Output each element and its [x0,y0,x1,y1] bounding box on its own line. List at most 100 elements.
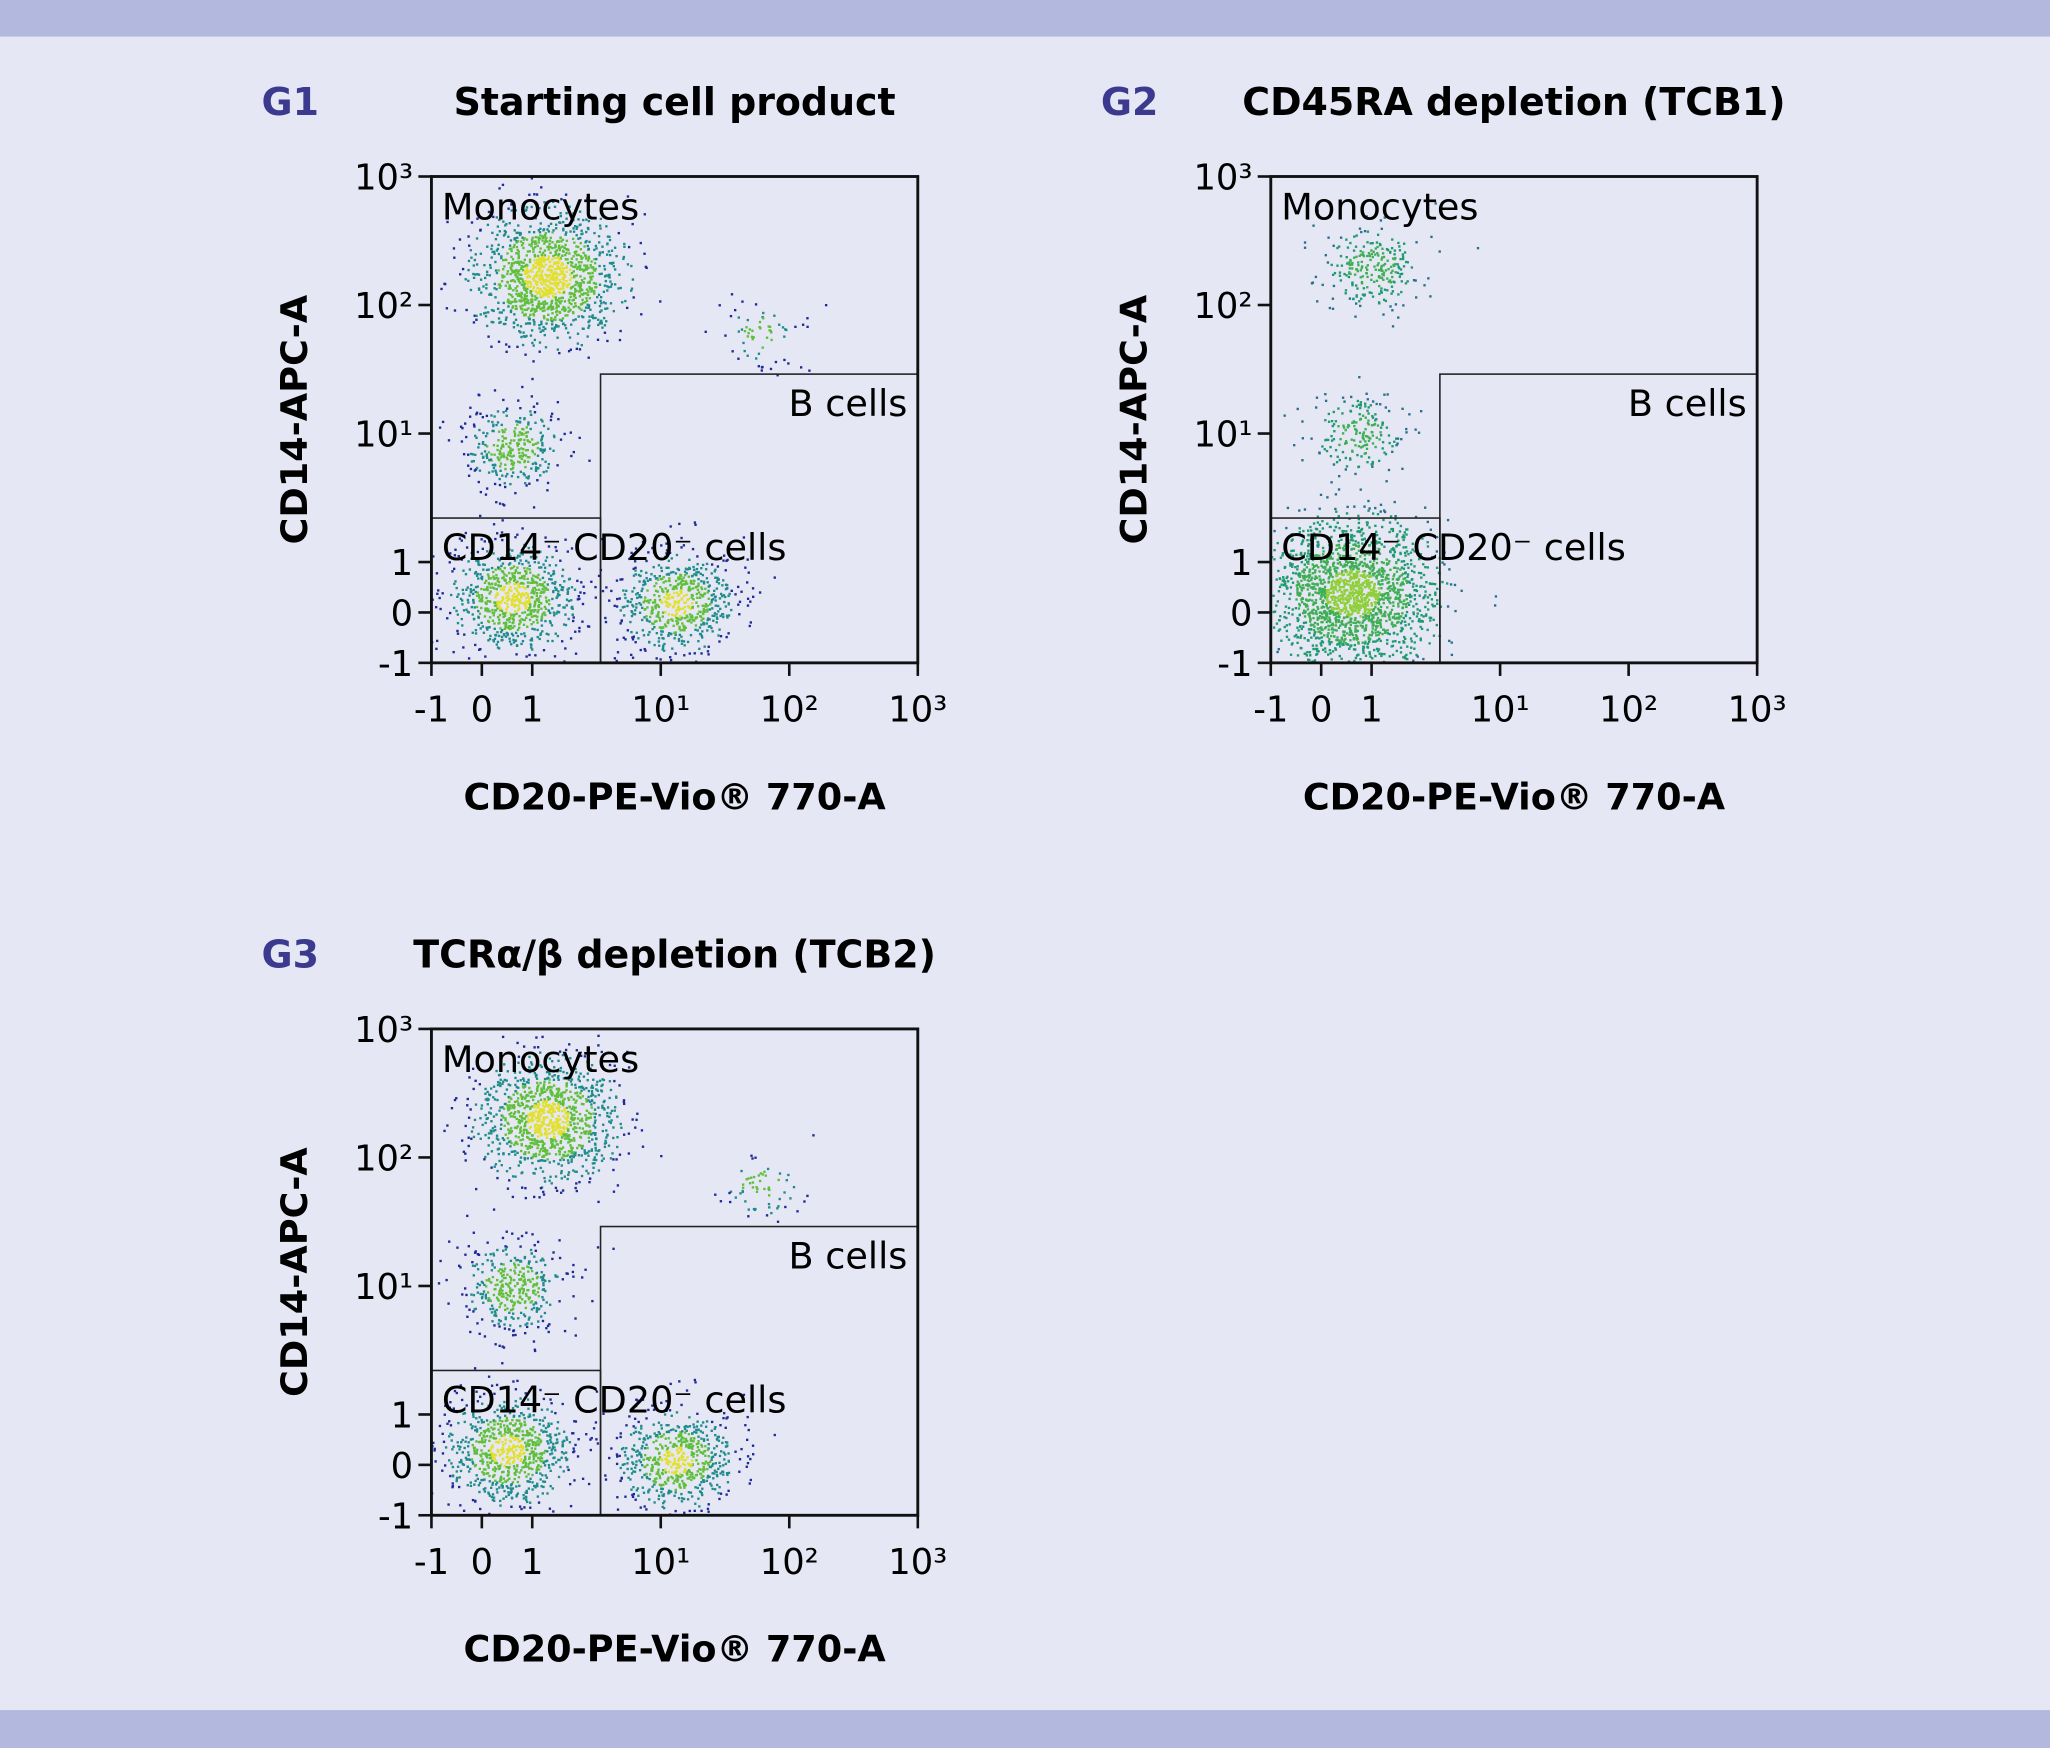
event-dot [671,596,675,599]
event-dot [1379,583,1382,586]
event-dot [1397,558,1400,562]
event-dot [671,587,675,591]
event-dot [528,230,531,234]
event-dot [496,456,499,459]
event-dot [474,253,477,256]
event-dot [1349,593,1352,596]
event-dot [521,611,524,615]
event-dot [497,252,501,256]
event-dot [570,586,574,589]
event-dot [1362,549,1366,553]
event-dot [554,272,557,276]
event-dot [1354,656,1358,660]
event-dot [526,592,529,596]
event-dot [1355,255,1358,258]
event-dot [706,604,709,607]
event-dot [1359,269,1363,272]
event-dot [542,255,545,259]
event-dot [707,625,711,628]
event-dot [477,577,480,580]
event-dot [679,574,683,577]
event-dot [1349,567,1352,570]
event-dot [551,265,554,268]
event-dot [492,552,495,555]
event-dot [1300,589,1304,592]
event-dot [600,537,604,541]
event-dot [597,574,601,578]
event-dot [1302,621,1306,625]
event-dot [652,565,655,569]
event-dot [519,593,522,596]
event-dot [675,587,678,590]
event-dot [1381,256,1384,259]
event-dot [1375,647,1379,651]
event-dot [746,558,749,561]
event-dot [541,587,544,591]
event-dot [452,650,455,654]
event-dot [562,227,565,230]
event-dot [1344,598,1348,601]
event-dot [1335,510,1338,513]
event-dot [464,531,468,535]
event-dot [1315,644,1318,647]
event-dot [502,301,505,305]
event-dot [478,428,481,432]
event-dot [1388,589,1392,592]
event-dot [517,250,520,253]
event-dot [674,572,678,575]
event-dot [534,461,537,464]
event-dot [1365,266,1368,269]
event-dot [482,568,485,571]
event-dot [1308,568,1311,572]
event-dot [536,479,539,482]
event-dot [513,432,517,435]
event-dot [1402,599,1406,602]
event-dot [469,406,472,409]
event-dot [1328,570,1331,574]
event-dot [634,547,638,550]
y-axis-title: CD14-APC-A [1113,294,1156,544]
event-dot [542,325,545,329]
event-dot [1391,582,1395,585]
event-dot [1336,604,1340,607]
event-dot [470,221,474,224]
event-dot [452,247,456,250]
event-dot [524,308,527,312]
event-dot [570,454,573,458]
event-dot [593,268,596,272]
event-dot [1434,202,1437,205]
event-dot [558,278,561,282]
event-dot [538,341,542,344]
event-dot [707,645,710,648]
event-dot [527,421,530,424]
event-dot [545,600,549,604]
event-dot [742,536,746,539]
event-dot [1360,589,1364,592]
event-dot [1349,241,1352,245]
event-dot [496,646,500,649]
event-dot [1282,576,1285,579]
event-dot [505,350,508,354]
event-dot [1364,613,1367,617]
event-dot [1388,279,1392,282]
event-dot [1325,605,1328,608]
event-dot [717,582,721,585]
event-dot [665,597,669,600]
event-dot [529,269,533,272]
event-dot [495,587,498,591]
event-dot [562,322,565,325]
event-dot [558,248,562,252]
event-dot [552,589,555,593]
event-dot [1318,523,1322,526]
event-dot [714,604,717,607]
event-dot [503,585,506,589]
event-dot [586,281,590,284]
event-dot [574,318,577,321]
event-dot [1366,230,1370,233]
event-dot [626,629,629,632]
event-dot [517,269,521,272]
event-dot [1388,550,1392,553]
event-dot [1288,623,1291,626]
event-dot [1316,636,1319,639]
event-dot [1433,604,1437,608]
